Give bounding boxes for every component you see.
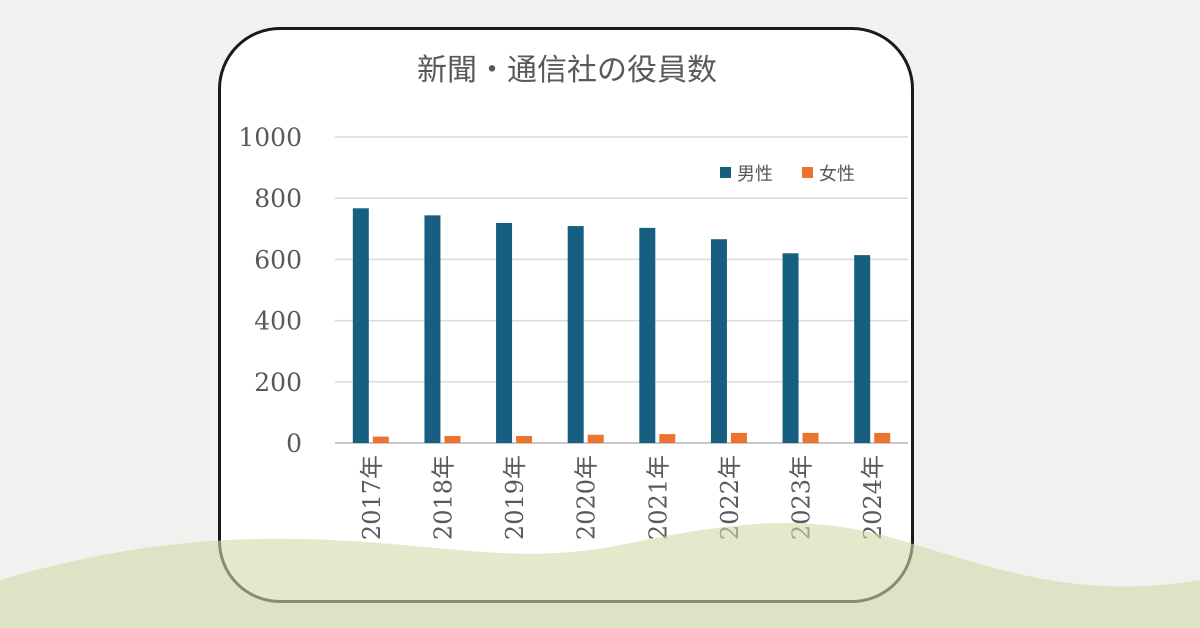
bar-male: [496, 222, 513, 443]
y-tick-label: 0: [286, 429, 302, 458]
bar-female: [516, 435, 533, 443]
y-tick-label: 400: [254, 307, 302, 336]
x-tick-label: 2023年: [788, 455, 816, 540]
legend-swatch: [720, 167, 731, 178]
x-tick-label: 2021年: [644, 455, 672, 540]
bar-female: [802, 432, 819, 443]
x-tick-label: 2018年: [429, 455, 457, 540]
y-tick-label: 800: [254, 184, 302, 213]
x-tick-label: 2022年: [716, 455, 744, 540]
bar-male: [854, 255, 871, 443]
bar-female: [730, 432, 747, 443]
bar-female: [587, 434, 604, 443]
legend-label: 女性: [819, 164, 855, 185]
bar-male: [352, 208, 369, 443]
bar-male: [567, 226, 584, 443]
y-tick-label: 200: [254, 368, 302, 397]
y-tick-label: 600: [254, 245, 302, 274]
x-tick-label: 2024年: [859, 455, 887, 540]
bar-female: [444, 435, 461, 443]
x-tick-label: 2020年: [573, 455, 601, 540]
x-tick-label: 2017年: [358, 455, 386, 540]
y-tick-label: 1000: [238, 123, 302, 152]
bar-male: [782, 253, 799, 443]
bar-male: [639, 227, 656, 443]
legend-swatch: [802, 167, 813, 178]
legend-label: 男性: [737, 164, 773, 185]
x-tick-label: 2019年: [501, 455, 529, 540]
bar-male: [424, 215, 441, 443]
bar-female: [659, 434, 676, 443]
chart-title: 新聞・通信社の役員数: [417, 53, 717, 88]
bar-female: [372, 436, 389, 443]
bar-male: [710, 239, 727, 443]
bar-female: [874, 432, 891, 443]
